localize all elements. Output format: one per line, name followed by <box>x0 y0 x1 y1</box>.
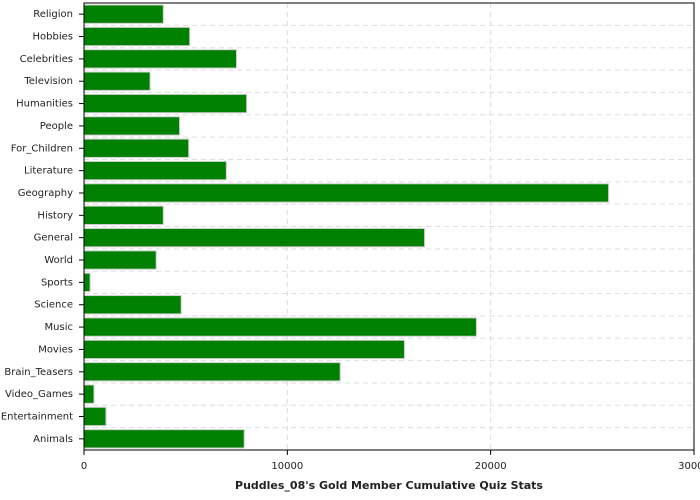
bar <box>83 250 157 270</box>
y-tick-label: Hobbies <box>33 32 73 43</box>
bar <box>83 4 164 24</box>
y-tick-label: For_Children <box>11 143 73 154</box>
bar <box>83 93 248 114</box>
y-tick-label: Celebrities <box>20 54 73 65</box>
bar <box>83 26 191 47</box>
bar <box>83 71 151 91</box>
bar <box>83 362 341 382</box>
y-tick-label: Animals <box>33 434 73 445</box>
bar <box>83 138 190 158</box>
y-tick-label: People <box>40 121 73 132</box>
bar <box>83 406 107 427</box>
y-tick-label: Literature <box>24 166 73 177</box>
y-tick-label: Geography <box>18 188 73 199</box>
x-axis-title: Puddles_08's Gold Member Cumulative Quiz… <box>235 479 543 492</box>
y-tick-label: Television <box>23 76 73 87</box>
y-tick-label: World <box>44 255 73 266</box>
y-tick-label: Religion <box>33 9 73 20</box>
bar <box>83 228 426 248</box>
y-tick-label: Music <box>45 322 73 333</box>
bar <box>83 429 245 449</box>
bar <box>83 295 182 315</box>
y-tick-label: Science <box>34 300 73 311</box>
bar <box>83 160 227 181</box>
y-tick-label: Sports <box>41 277 73 288</box>
y-tick-label: Humanities <box>16 99 73 110</box>
y-tick-label: Movies <box>38 344 73 355</box>
y-tick-label: Brain_Teasers <box>4 367 73 378</box>
y-tick-label: History <box>37 210 73 221</box>
x-tick-label: 30000 <box>678 461 700 472</box>
bar <box>83 272 91 293</box>
x-tick-label: 20000 <box>475 461 507 472</box>
x-tick-label: 0 <box>81 461 87 472</box>
x-tick-label: 10000 <box>271 461 303 472</box>
bar <box>83 317 477 337</box>
y-tick-label: General <box>34 233 73 244</box>
y-tick-label: Video_Games <box>5 389 73 400</box>
bar <box>83 116 181 136</box>
bar <box>83 205 164 225</box>
bar <box>83 339 405 360</box>
bar <box>83 384 95 404</box>
bar <box>83 49 237 69</box>
y-tick-label: Entertainment <box>1 411 73 422</box>
bar <box>83 183 610 203</box>
plot-frame <box>83 2 695 451</box>
